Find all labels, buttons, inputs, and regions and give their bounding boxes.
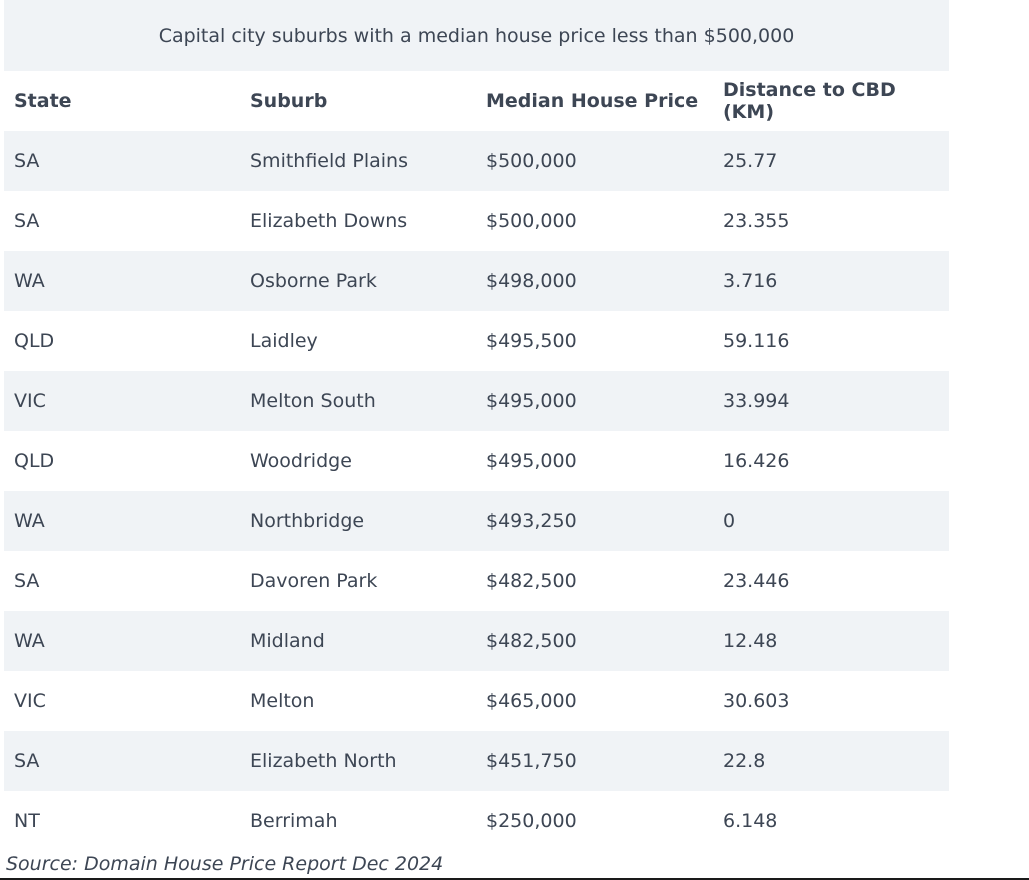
- cell-price: $482,500: [486, 630, 577, 652]
- cell-suburb: Melton: [250, 690, 315, 712]
- cell-suburb: Osborne Park: [250, 270, 377, 292]
- header-distance-to-cbd: Distance to CBD (KM): [723, 79, 896, 123]
- cell-price: $495,000: [486, 390, 577, 412]
- source-note: Source: Domain House Price Report Dec 20…: [6, 853, 444, 875]
- cell-distance: 30.603: [723, 690, 790, 712]
- cell-state: WA: [14, 510, 45, 532]
- cell-distance: 0: [723, 510, 736, 532]
- cell-suburb: Elizabeth North: [250, 750, 397, 772]
- table-row: NT Berrimah $250,000 6.148: [4, 791, 949, 851]
- cell-state: QLD: [14, 330, 55, 352]
- cell-price: $451,750: [486, 750, 577, 772]
- cell-suburb: Elizabeth Downs: [250, 210, 408, 232]
- cell-state: NT: [14, 810, 40, 832]
- header-state: State: [14, 90, 72, 112]
- cell-state: SA: [14, 570, 40, 592]
- cell-suburb: Northbridge: [250, 510, 365, 532]
- cell-price: $495,000: [486, 450, 577, 472]
- cell-state: VIC: [14, 390, 46, 412]
- cell-price: $500,000: [486, 210, 577, 232]
- cell-suburb: Midland: [250, 630, 325, 652]
- cell-state: SA: [14, 150, 40, 172]
- cell-price: $482,500: [486, 570, 577, 592]
- table-row: QLD Woodridge $495,000 16.426: [4, 431, 949, 491]
- table-row: QLD Laidley $495,500 59.116: [4, 311, 949, 371]
- table-row: SA Davoren Park $482,500 23.446: [4, 551, 949, 611]
- cell-distance: 16.426: [723, 450, 790, 472]
- header-median-house-price: Median House Price: [486, 90, 699, 112]
- cell-price: $493,250: [486, 510, 577, 532]
- cell-suburb: Woodridge: [250, 450, 352, 472]
- table-body: SA Smithfield Plains $500,000 25.77 SA E…: [4, 131, 949, 851]
- cell-price: $465,000: [486, 690, 577, 712]
- cell-distance: 6.148: [723, 810, 778, 832]
- cell-distance: 25.77: [723, 150, 778, 172]
- table-row: WA Midland $482,500 12.48: [4, 611, 949, 671]
- cell-distance: 12.48: [723, 630, 778, 652]
- cell-distance: 59.116: [723, 330, 790, 352]
- cell-price: $500,000: [486, 150, 577, 172]
- cell-distance: 3.716: [723, 270, 778, 292]
- table-row: VIC Melton $465,000 30.603: [4, 671, 949, 731]
- table-header-row: State Suburb Median House Price Distance…: [4, 71, 949, 131]
- cell-state: QLD: [14, 450, 55, 472]
- cell-suburb: Laidley: [250, 330, 318, 352]
- cell-suburb: Smithfield Plains: [250, 150, 408, 172]
- bottom-divider: [0, 878, 1029, 880]
- cell-state: SA: [14, 210, 40, 232]
- cell-price: $498,000: [486, 270, 577, 292]
- header-suburb: Suburb: [250, 90, 328, 112]
- cell-state: VIC: [14, 690, 46, 712]
- cell-state: WA: [14, 270, 45, 292]
- cell-distance: 23.446: [723, 570, 790, 592]
- table-caption: Capital city suburbs with a median house…: [4, 0, 949, 71]
- cell-state: SA: [14, 750, 40, 772]
- cell-distance: 23.355: [723, 210, 790, 232]
- table-row: SA Elizabeth Downs $500,000 23.355: [4, 191, 949, 251]
- table-row: WA Osborne Park $498,000 3.716: [4, 251, 949, 311]
- cell-distance: 22.8: [723, 750, 766, 772]
- cell-price: $495,500: [486, 330, 577, 352]
- cell-price: $250,000: [486, 810, 577, 832]
- cell-suburb: Berrimah: [250, 810, 338, 832]
- table-row: WA Northbridge $493,250 0: [4, 491, 949, 551]
- table-row: SA Smithfield Plains $500,000 25.77: [4, 131, 949, 191]
- cell-suburb: Melton South: [250, 390, 376, 412]
- cell-state: WA: [14, 630, 45, 652]
- cell-suburb: Davoren Park: [250, 570, 378, 592]
- table-row: SA Elizabeth North $451,750 22.8: [4, 731, 949, 791]
- cell-distance: 33.994: [723, 390, 790, 412]
- table-row: VIC Melton South $495,000 33.994: [4, 371, 949, 431]
